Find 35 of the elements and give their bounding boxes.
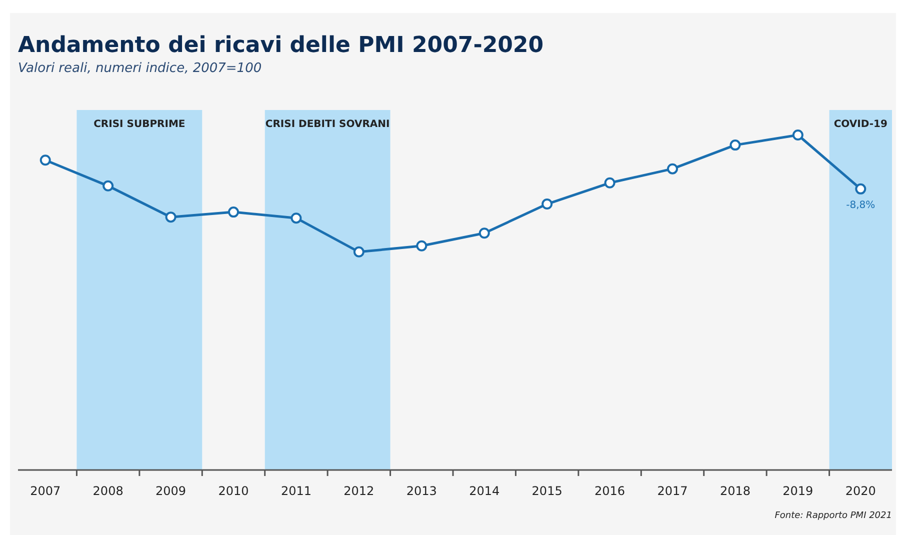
x-tick-label: 2010: [218, 484, 249, 498]
point: [478, 228, 490, 239]
x-tick-label: 2007: [30, 484, 61, 498]
point: [604, 177, 616, 188]
x-tick-label: 2018: [720, 484, 750, 498]
point: [855, 183, 866, 194]
x-tick-label: 2016: [594, 484, 626, 498]
x-tick-label: 2015: [532, 484, 562, 498]
point: [353, 246, 364, 258]
x-tick-label: 2009: [156, 484, 186, 498]
x-tick-label: 2008: [92, 484, 124, 498]
point: [730, 140, 741, 151]
x-tick-label: 2012: [344, 484, 374, 498]
point: [228, 206, 239, 218]
point: [542, 198, 553, 210]
band-label: COVID-19: [834, 119, 888, 130]
x-tick-label: 2013: [406, 484, 437, 498]
x-tick-label: 2014: [469, 484, 500, 498]
point: [416, 240, 428, 252]
x-tick-label: 2017: [657, 484, 688, 498]
point: [165, 212, 176, 223]
point: [102, 180, 114, 192]
band-label: CRISI DEBITI SOVRANI: [265, 119, 390, 130]
band-label: CRISI SUBPRIME: [94, 119, 186, 130]
point: [792, 130, 804, 140]
annotation: -8,8%: [846, 200, 876, 211]
source-note: Fonte: Rapporto PMI 2021: [774, 511, 892, 521]
x-tick-label: 2011: [280, 484, 312, 498]
point: [40, 154, 51, 166]
point: [290, 212, 302, 224]
chart-title: Andamento dei ricavi delle PMI 2007-2020: [18, 33, 544, 58]
point: [667, 163, 678, 174]
chart-subtitle: Valori reali, numeri indice, 2007=100: [18, 61, 262, 76]
x-tick-label: 2019: [782, 484, 814, 498]
x-tick-label: 2020: [845, 484, 876, 498]
